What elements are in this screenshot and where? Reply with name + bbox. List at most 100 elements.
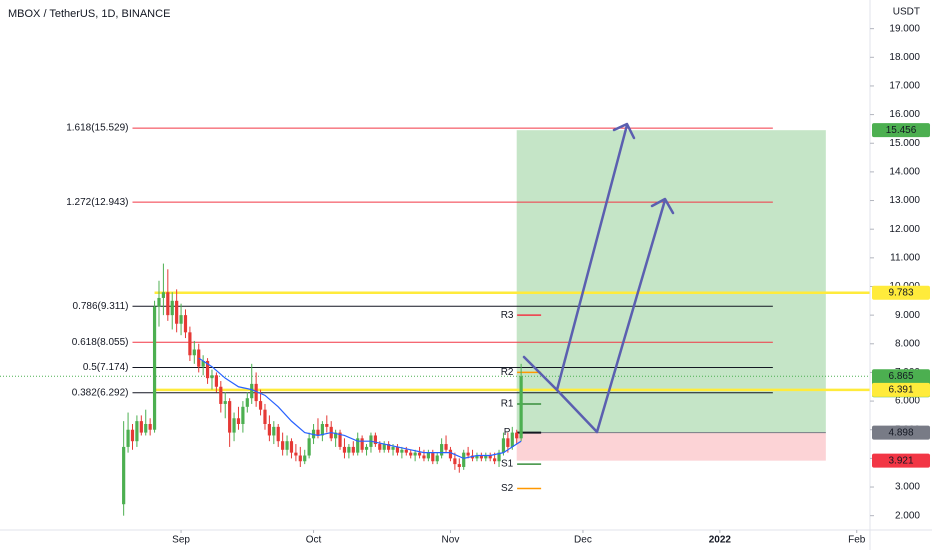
price-tag-label: 15.456 [886,125,917,136]
y-tick-label: 19.000 [889,23,920,34]
candle-body [267,424,271,436]
candle-body [462,452,466,467]
price-tag-label: 6.391 [888,385,913,396]
candle-body [404,449,408,453]
candle-body [179,315,183,324]
candle-body [493,458,497,462]
candle-body [228,401,232,433]
candle-body [126,429,130,447]
candle-body [488,455,492,459]
fib-label: 1.272(12.943) [66,197,128,208]
y-tick-label: 15.000 [889,138,920,149]
candle-body [382,444,386,450]
y-tick-label: 17.000 [889,81,920,92]
y-tick-label: 9.000 [895,310,920,321]
fib-label: 0.382(6.292) [72,387,129,398]
candle-body [351,446,355,453]
drawing-layer [522,122,675,434]
fib-label: 0.786(9.311) [73,301,129,312]
y-tick-label: 8.000 [895,338,920,349]
price-tag-label: 6.865 [888,371,913,382]
candle-body [334,432,338,439]
candle-body [387,444,391,450]
candle-body [166,292,170,316]
candle-body [135,421,139,442]
target-zone [516,130,826,433]
candle-body [519,376,523,439]
candle-body [236,418,241,424]
price-tag [872,453,930,468]
candle-body [466,452,470,456]
candle-body [157,297,161,307]
main-layer [122,263,523,516]
candle-body [258,401,263,410]
pivot-label: R2 [501,367,514,378]
candle-body [479,455,483,459]
candle-body [130,429,135,442]
x-tick-label: Dec [574,535,592,546]
candle-body [298,455,302,462]
candle-body [272,426,276,436]
candle-body [338,432,342,447]
candle-body [170,300,174,316]
candle-body [356,438,360,453]
candle-body [453,458,457,465]
candle-body [431,452,435,462]
y-tick-label: 12.000 [889,224,920,235]
pivot-label: P [504,427,511,438]
pivot-label: R1 [501,399,514,410]
moving-average [198,357,522,460]
y-tick-label: 16.000 [889,109,920,120]
candle-body [395,446,400,453]
candle-body [391,446,395,450]
price-tag [872,382,930,397]
candle-body [201,360,205,367]
candle-body [307,438,311,456]
candle-body [214,375,218,387]
price-tag [872,425,930,440]
candle-body [342,446,347,453]
price-tag [872,123,930,138]
candle-body [303,455,307,462]
x-tick-label: Sep [172,535,190,546]
candle-body [232,418,236,433]
fib-label: 0.5(7.174) [83,362,129,373]
x-tick-label: Oct [306,535,322,546]
candle-body [263,409,267,424]
candle-body [426,452,430,459]
candle-body [250,383,254,399]
fib-label: 0.618(8.055) [72,337,129,348]
arrow-head [650,197,675,215]
candle-body [422,455,426,459]
candle-body [440,444,444,456]
candle-body [210,375,214,379]
candle-body [161,292,166,298]
y-tick-label: 18.000 [889,52,920,63]
candle-body [510,432,514,447]
price-tag-label: 4.898 [888,427,913,438]
candle-body [139,421,143,433]
candle-body [400,449,404,453]
candle-body [192,349,196,356]
back-layer: 1.618(15.529) 1.272(12.943) 0.786(9.311) 0.… [0,123,870,494]
x-tick-label: Feb [848,535,866,546]
pivot-label: S1 [501,459,514,470]
y-tick-label: 14.000 [889,167,920,178]
candle-body [285,441,289,450]
candle-body [448,449,453,459]
y-tick-label: 6.000 [895,396,920,407]
candle-body [364,446,369,450]
candle-body [325,424,329,427]
x-tick-label: Nov [442,535,460,546]
candle-body [289,441,294,453]
candle-body [223,401,227,404]
candle-body [506,438,510,447]
candle-body [435,455,439,462]
candle-body [122,446,126,505]
arrow-path [555,198,667,434]
candle-body [183,315,188,333]
y-tick-label: 13.000 [889,195,920,206]
chart-title: MBOX / TetherUS, 1D, BINANCE [8,8,170,20]
